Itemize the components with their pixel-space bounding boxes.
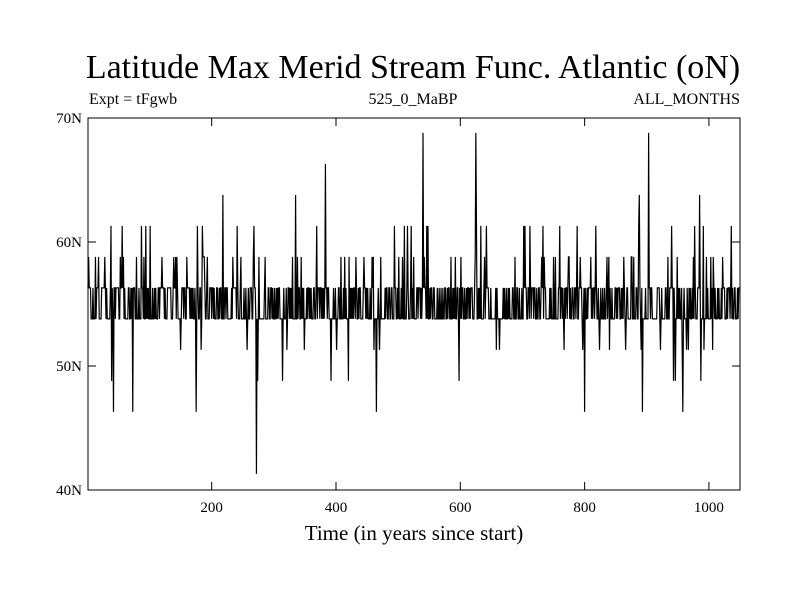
chart-subtitle-left: Expt = tFgwb (89, 91, 177, 108)
x-axis-label: Time (in years since start) (305, 521, 524, 545)
x-tick-label: 800 (573, 500, 596, 516)
y-tick-label: 40N (56, 483, 82, 499)
y-tick-label: 50N (56, 359, 82, 375)
x-tick-label: 400 (325, 500, 348, 516)
series-layer (87, 132, 740, 474)
plot-frame (87, 117, 741, 491)
y-tick-label: 60N (56, 235, 82, 251)
chart-subtitle-right: ALL_MONTHS (633, 91, 740, 108)
x-tick-label: 1000 (694, 500, 724, 516)
chart-subtitle-center: 525_0_MaBP (369, 91, 458, 108)
x-tick-label: 600 (449, 500, 472, 516)
axis-layer: 200 400 600 800 1000 40N 50N 60N 70N (56, 111, 740, 516)
chart-title: Latitude Max Merid Stream Func. Atlantic… (86, 49, 740, 86)
series-line (87, 132, 740, 474)
x-tick-label: 200 (200, 500, 223, 516)
y-tick-label: 70N (56, 111, 82, 127)
